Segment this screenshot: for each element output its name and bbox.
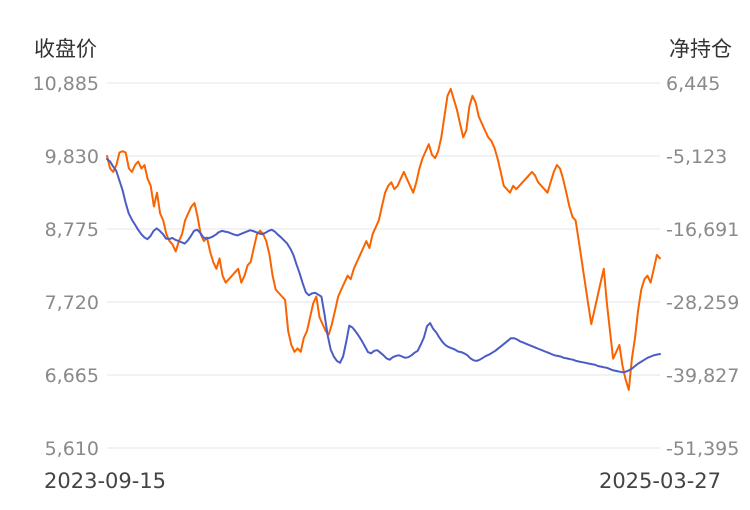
left-tick-label: 8,775 xyxy=(45,219,99,241)
left-tick-label: 10,885 xyxy=(33,73,99,95)
left-axis-title: 收盘价 xyxy=(34,37,97,61)
grid-lines xyxy=(107,82,660,449)
right-tick-label: -39,827 xyxy=(666,365,739,387)
net-position-series-line xyxy=(106,158,661,374)
right-tick-label: 6,445 xyxy=(666,73,720,95)
left-tick-label: 9,830 xyxy=(45,146,99,168)
close-price-series-line xyxy=(106,87,661,391)
right-tick-label: -51,395 xyxy=(666,438,739,460)
left-tick-label: 6,665 xyxy=(45,365,99,387)
right-axis-title: 净持仓 xyxy=(669,37,732,61)
right-tick-label: -5,123 xyxy=(666,146,727,168)
series-lines xyxy=(106,87,661,391)
x-start-label: 2023-09-15 xyxy=(44,469,166,493)
x-end-label: 2025-03-27 xyxy=(599,469,721,493)
right-tick-label: -28,259 xyxy=(666,292,739,314)
right-tick-label: -16,691 xyxy=(666,219,739,241)
left-tick-label: 7,720 xyxy=(45,292,99,314)
left-axis-ticks: 10,885 9,830 8,775 7,720 6,665 5,610 xyxy=(33,73,99,460)
left-tick-label: 5,610 xyxy=(45,438,99,460)
right-axis-ticks: 6,445 -5,123 -16,691 -28,259 -39,827 -51,395 xyxy=(666,73,739,460)
